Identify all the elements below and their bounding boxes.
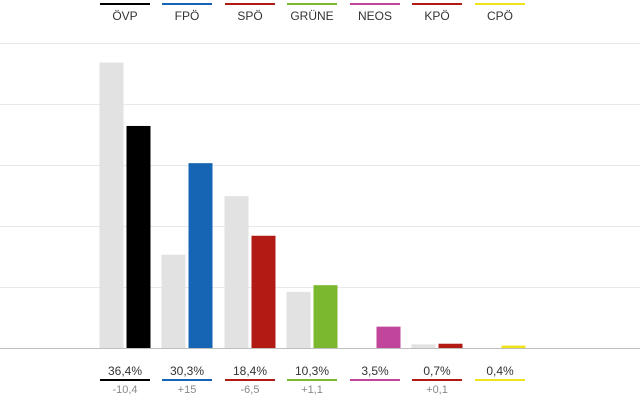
value-label: 0,4% — [486, 364, 514, 378]
value-label: 36,4% — [108, 364, 142, 378]
bar-previous — [161, 254, 186, 348]
bar-current — [501, 345, 526, 348]
legend-label: ÖVP — [112, 9, 137, 23]
bar-previous — [286, 291, 311, 348]
change-label: +15 — [178, 384, 197, 396]
change-label: -6,5 — [241, 384, 260, 396]
bar-current — [188, 163, 213, 348]
value-label: 10,3% — [295, 364, 329, 378]
legend-label: GRÜNE — [290, 9, 333, 23]
legend-label: NEOS — [358, 9, 392, 23]
change-label: -10,4 — [112, 384, 137, 396]
value-label: 30,3% — [170, 364, 204, 378]
bar-previous — [411, 344, 436, 348]
value-label: 18,4% — [233, 364, 267, 378]
bar-current — [313, 285, 338, 348]
legend-label: KPÖ — [424, 9, 449, 23]
change-label: +0,1 — [426, 384, 448, 396]
bar-previous — [99, 62, 124, 349]
bar-current — [251, 235, 276, 348]
legend-label: SPÖ — [237, 9, 262, 23]
bar-current — [376, 326, 401, 348]
legend-label: CPÖ — [487, 9, 513, 23]
bar-current — [438, 343, 463, 348]
value-label: 0,7% — [423, 364, 451, 378]
bar-previous — [224, 196, 249, 348]
bar-current — [126, 125, 151, 349]
value-label: 3,5% — [361, 364, 389, 378]
legend-label: FPÖ — [175, 9, 200, 23]
change-label: +1,1 — [301, 384, 323, 396]
